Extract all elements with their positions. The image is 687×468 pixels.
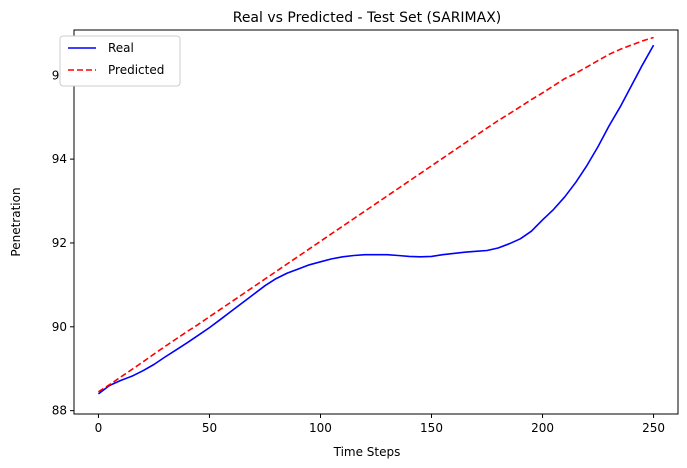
- y-tick-label: 92: [52, 236, 67, 250]
- x-tick-label: 100: [309, 421, 332, 435]
- x-tick-label: 250: [642, 421, 665, 435]
- series-line-real: [97, 44, 655, 395]
- y-tick-label: 90: [52, 320, 67, 334]
- chart-title: Real vs Predicted - Test Set (SARIMAX): [233, 10, 502, 26]
- x-axis: 0 50 100 150 200 250: [95, 414, 665, 435]
- legend-real-label: Real: [108, 41, 134, 55]
- legend: Real Predicted: [59, 35, 181, 87]
- x-axis-label: Time Steps: [333, 445, 401, 459]
- x-tick-label: 200: [531, 421, 554, 435]
- series-lines: [97, 36, 655, 395]
- y-tick-label: 94: [52, 152, 67, 166]
- x-tick-label: 0: [95, 421, 103, 435]
- legend-predicted-label: Predicted: [108, 63, 164, 77]
- series-line-predicted: [97, 36, 654, 393]
- x-tick-label: 150: [420, 421, 443, 435]
- y-tick-label: 88: [52, 404, 67, 418]
- x-tick-label: 50: [202, 421, 217, 435]
- y-axis-label: Penetration: [9, 187, 23, 256]
